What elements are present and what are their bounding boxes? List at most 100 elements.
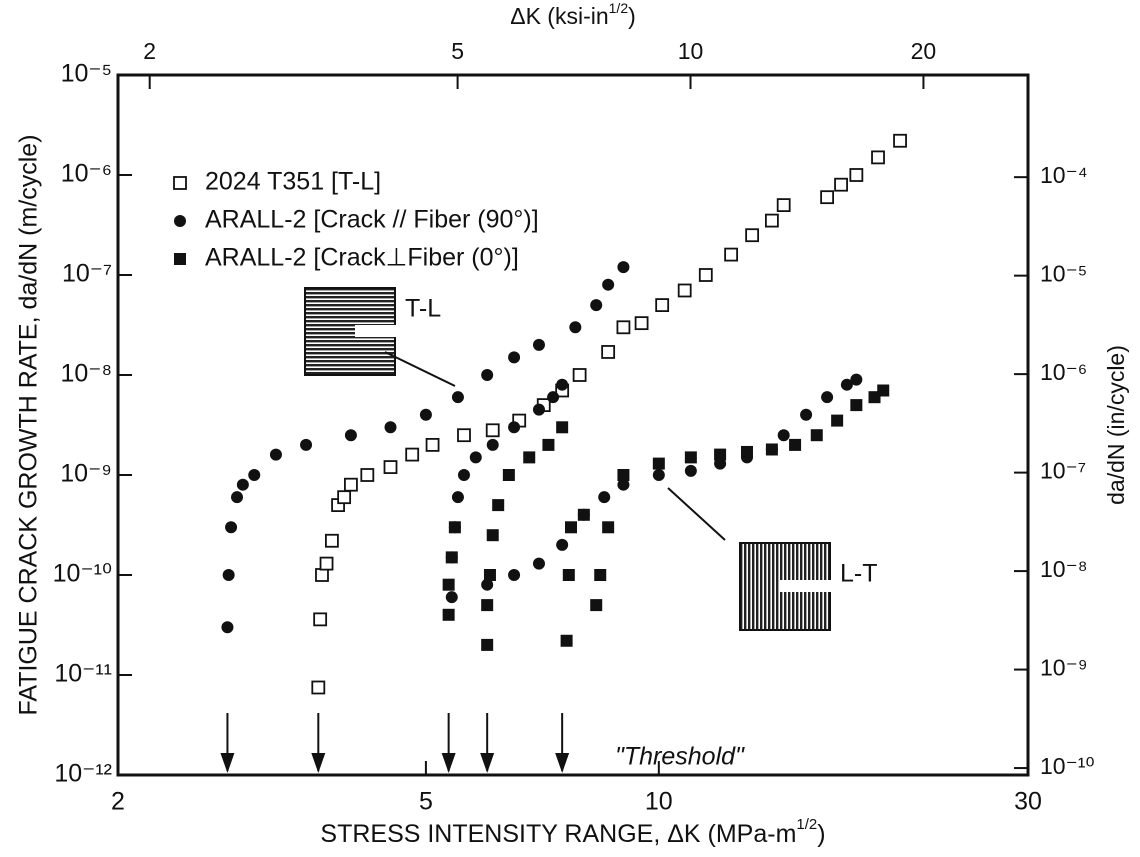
- x-tick-label: 5: [419, 788, 433, 816]
- y2-tick-label: 10⁻⁹: [1040, 655, 1088, 681]
- data-point: [698, 268, 713, 282]
- data-point: [360, 468, 375, 482]
- x-tick-label: 30: [1014, 788, 1042, 816]
- data-point: [481, 369, 494, 381]
- data-point: [740, 445, 753, 458]
- data-point: [810, 429, 823, 442]
- data-point: [319, 556, 334, 571]
- plot-frame: [116, 73, 1030, 777]
- data-point: [560, 634, 573, 647]
- data-point: [652, 457, 665, 470]
- y-tick-label: 10⁻⁷: [62, 260, 112, 288]
- y-axis-title: FATIGUE CRACK GROWTH RATE, da/dN (m/cycl…: [15, 134, 43, 715]
- data-point: [481, 599, 494, 612]
- data-point: [508, 569, 521, 581]
- data-point: [225, 521, 238, 534]
- legend-label: ARALL-2 [Crack⊥Fiber (0°)]: [205, 244, 519, 272]
- data-point: [236, 478, 249, 491]
- data-point: [590, 299, 603, 312]
- data-point: [800, 408, 813, 421]
- data-point: [764, 213, 779, 228]
- data-point: [311, 680, 326, 695]
- data-point: [222, 569, 235, 581]
- legend-marker: [173, 176, 187, 190]
- data-point: [834, 177, 848, 192]
- data-point: [384, 421, 397, 434]
- data-point: [492, 499, 505, 512]
- y2-tick-label: 10⁻⁵: [1040, 261, 1087, 287]
- lt-specimen-icon: [667, 487, 832, 631]
- data-point: [419, 408, 432, 421]
- data-point: [684, 464, 697, 477]
- data-point: [532, 557, 545, 570]
- y-tick-label: 10⁻¹⁰: [53, 560, 112, 588]
- x2-tick-label: 5: [451, 38, 464, 64]
- data-point: [590, 599, 603, 612]
- data-point: [221, 621, 234, 634]
- data-point: [601, 345, 616, 359]
- y-tick-label: 10⁻⁶: [61, 160, 112, 188]
- data-point: [451, 391, 464, 404]
- y2-tick-label: 10⁻⁷: [1040, 458, 1086, 484]
- y-tick-label: 10⁻¹¹: [54, 660, 112, 688]
- data-point: [652, 469, 665, 481]
- y2-tick-label: 10⁻¹⁰: [1040, 753, 1095, 779]
- data-point: [602, 278, 615, 291]
- data-point: [556, 538, 569, 551]
- data-point: [616, 320, 631, 335]
- threshold-arrowhead: [220, 753, 235, 773]
- data-point: [325, 533, 339, 548]
- data-point: [655, 298, 670, 313]
- data-point: [745, 228, 760, 243]
- data-point: [313, 612, 328, 627]
- data-point: [714, 457, 727, 470]
- data-point: [893, 133, 907, 148]
- data-point: [677, 283, 692, 298]
- data-point: [684, 451, 697, 464]
- y2-tick-label: 10⁻⁶: [1040, 359, 1087, 385]
- data-point: [508, 351, 521, 364]
- data-point: [231, 491, 244, 504]
- data-point: [840, 378, 853, 391]
- x2-axis-title: ΔK (ksi-in1/2): [510, 0, 636, 29]
- data-point: [617, 478, 630, 491]
- data-point: [821, 391, 834, 404]
- data-point: [572, 368, 587, 382]
- data-point: [850, 373, 863, 386]
- data-point: [523, 451, 536, 464]
- threshold-arrowhead: [311, 753, 326, 773]
- data-point: [442, 578, 455, 591]
- y2-tick-label: 10⁻⁸: [1040, 556, 1087, 582]
- data-point: [594, 569, 607, 581]
- data-point: [337, 490, 352, 505]
- data-point: [269, 448, 282, 461]
- legend-marker: [174, 215, 186, 227]
- data-point: [777, 429, 790, 442]
- data-point: [486, 529, 499, 542]
- annotation: "Threshold": [615, 743, 745, 771]
- threshold-arrowhead: [441, 753, 456, 773]
- y2-tick-label: 10⁻⁴: [1040, 162, 1088, 188]
- data-point: [532, 338, 545, 351]
- data-point: [485, 423, 500, 438]
- x-axis-title: STRESS INTENSITY RANGE, ΔK (MPa-m1/2): [320, 816, 825, 848]
- data-point: [820, 190, 835, 205]
- data-point: [451, 491, 464, 504]
- data-point: [442, 608, 455, 621]
- data-point: [469, 451, 482, 464]
- data-point: [562, 569, 575, 581]
- data-point: [344, 477, 358, 492]
- data-point: [248, 469, 261, 481]
- data-point: [445, 551, 458, 564]
- data-point: [850, 399, 863, 412]
- x-tick-label: 2: [111, 788, 125, 816]
- x2-tick-label: 10: [678, 38, 704, 64]
- data-point: [457, 469, 470, 481]
- data-point: [508, 421, 521, 434]
- data-point: [634, 316, 649, 331]
- data-point: [486, 438, 499, 451]
- y2-axis-title: da/dN (in/cycle): [1103, 345, 1129, 505]
- data-point: [344, 429, 357, 442]
- y-tick-label: 10⁻¹²: [54, 760, 112, 788]
- data-point: [724, 247, 739, 262]
